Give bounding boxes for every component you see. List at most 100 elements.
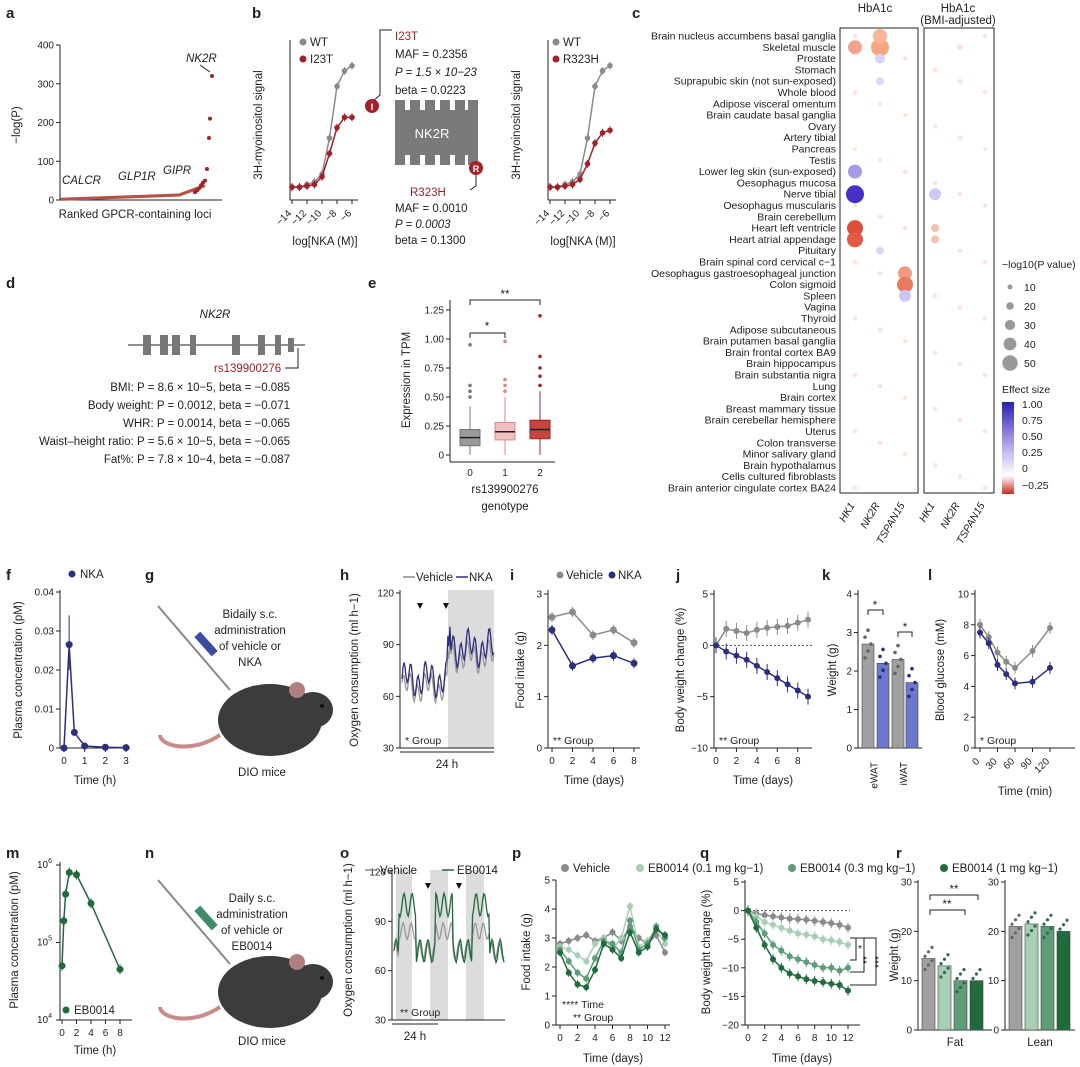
e-y-ticks: 0 0.25 0.50 0.75 1.00 1.25 — [425, 306, 450, 462]
i-x-label: Time (days) — [564, 775, 624, 787]
r-point — [926, 963, 931, 967]
c-size-legend-label: 10 — [1024, 282, 1036, 294]
b-left-legend-wt-marker — [299, 38, 307, 46]
q-series-3-point — [786, 970, 793, 977]
l-x-label: Time (min) — [998, 786, 1053, 798]
c-dot — [852, 316, 858, 321]
receptor-helix — [468, 100, 478, 165]
q-series-1-point — [778, 924, 785, 931]
c-size-legend-dot — [1004, 319, 1016, 331]
y-tick-label: 5 — [544, 876, 550, 887]
e-sig-bracket-1 — [469, 332, 506, 338]
b-R323H-point — [547, 184, 553, 190]
b-R323H-point — [607, 127, 613, 134]
r-sig-2: ** — [943, 899, 952, 911]
f-y-label: Plasma concentration (pM) — [13, 601, 25, 739]
r-point — [946, 966, 950, 970]
r-point — [962, 967, 966, 972]
panel-label-c: c — [632, 5, 640, 22]
d-exon — [160, 335, 168, 355]
y-tick-label: 2 — [963, 713, 969, 724]
c-dot — [931, 235, 939, 244]
h-plot — [401, 626, 495, 705]
r-bar — [1008, 926, 1023, 1031]
m-eb0014-point — [87, 899, 95, 907]
x-tick-label: 0 — [557, 1033, 563, 1044]
panel-label-e: e — [368, 275, 376, 292]
e-y-label: Expression in TPM — [401, 332, 413, 428]
c-tissue-label: Brain cerebellar hemisphere — [705, 415, 836, 427]
y-tick-label: 4 — [963, 682, 969, 693]
k-bar — [876, 662, 890, 749]
i-vehicle-point — [630, 639, 638, 647]
n-text-2: administration — [216, 909, 288, 921]
o-y-label: Oxygen consumption (ml h−1) — [343, 863, 355, 1017]
f-nka-point — [122, 744, 130, 752]
c-size-legend: 10 20 30 40 50 — [1002, 282, 1036, 371]
x-tick-label: 1 — [82, 756, 88, 767]
a-point — [208, 116, 212, 121]
q-series-3-point — [836, 981, 843, 988]
c-tissue-label: Uterus — [805, 426, 836, 438]
y-tick-label: 120 — [369, 868, 386, 879]
q-series-1-point — [786, 927, 793, 934]
c-dot — [877, 214, 883, 219]
b-left-legend-wt: WT — [310, 37, 328, 49]
r-bar — [921, 958, 936, 1031]
pq-legend-high-marker — [940, 864, 948, 872]
k-point — [884, 661, 888, 666]
panel-i: i 0 1 2 3 0 2 4 6 8 Vehicle NKA ** Group Food i… — [510, 567, 642, 787]
c-dot — [957, 135, 963, 140]
y-tick-label: 2 — [544, 963, 550, 974]
b-WT-line — [292, 65, 353, 188]
c-tissue-label: Suprapubic skin (not sun-exposed) — [674, 76, 836, 88]
k-point — [878, 654, 882, 659]
e-outlier — [538, 314, 542, 318]
c-dot — [877, 101, 883, 107]
x-tick-label: 2 — [734, 756, 740, 767]
c-dot — [982, 259, 988, 265]
c-tissue-label: Pancreas — [792, 144, 836, 156]
j-vehicle-point — [733, 627, 740, 634]
q-series-1-point — [820, 936, 826, 943]
i-nka-point — [589, 654, 597, 662]
c-dot — [852, 259, 858, 265]
c-dot — [847, 231, 863, 248]
panel-e: e 0 0.25 0.50 0.75 1.00 1.25 0 1 2 Expression i… — [368, 275, 555, 513]
panel-b: b 3H-myoinositol signal log[NKA (M)] −14… — [252, 5, 616, 248]
y-tick-label: 60 — [383, 692, 395, 703]
i-x-ticks: 0 2 4 6 8 — [549, 748, 637, 767]
e-outlier — [538, 383, 542, 388]
panel-label-a: a — [6, 5, 15, 22]
c-dot — [902, 56, 908, 61]
x-tick-label: −8 — [581, 208, 597, 224]
i-plot — [548, 606, 638, 671]
c-tissue-label: Minor salivary gland — [743, 449, 837, 461]
r-group-fat: Fat — [947, 1037, 964, 1049]
e-x-label-1: rs139900276 — [471, 484, 538, 496]
x-tick-label: 4 — [754, 756, 760, 767]
receptor-helix — [440, 100, 450, 165]
c-tissue-label: Spleen — [803, 290, 836, 302]
p-series-3-point — [574, 981, 581, 988]
y-tick-label: 60 — [375, 966, 387, 977]
b-right-legend-r323h-marker — [552, 55, 560, 63]
q-series-3-point — [753, 924, 760, 931]
y-tick-label: 90 — [375, 917, 387, 928]
y-tick-label: 0 — [48, 744, 54, 755]
p-y-label: Food intake (g) — [521, 913, 533, 991]
y-tick-label: −15 — [722, 992, 739, 1003]
p-series-2-point — [627, 917, 633, 924]
c-dot — [902, 225, 908, 231]
c-color-bar — [1002, 402, 1014, 494]
d-exon — [258, 335, 265, 355]
p-series-3-point — [583, 984, 590, 991]
y-tick-label: 104 — [37, 1013, 52, 1026]
q-sig-3: *** — [873, 956, 885, 968]
q-series-2-point — [803, 959, 810, 966]
y-tick-label: 1 — [846, 705, 852, 716]
c-dot — [877, 440, 883, 445]
j-nka-point — [713, 642, 719, 649]
